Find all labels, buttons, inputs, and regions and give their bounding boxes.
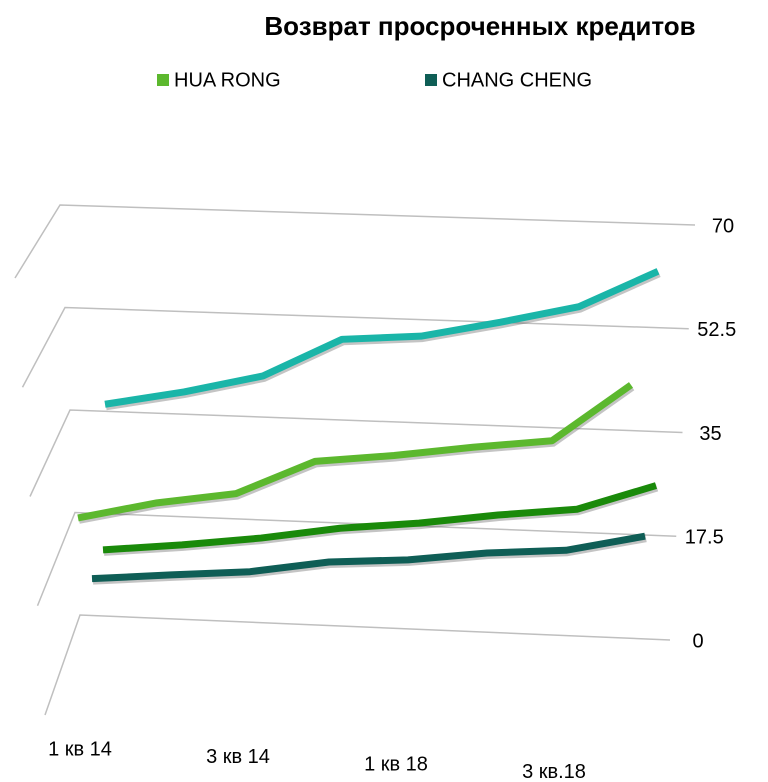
- grid-line: [14, 204, 696, 279]
- grid-line: [29, 409, 683, 497]
- y-tick-label: 52.5: [697, 319, 736, 341]
- x-tick-label: 1 кв 18: [364, 753, 428, 775]
- legend-label: CHANG CHENG: [442, 69, 592, 91]
- chart-title: Возврат просроченных кредитов: [264, 11, 695, 41]
- legend-swatch: [425, 74, 437, 86]
- grid-line: [21, 306, 689, 388]
- series-line: [104, 268, 660, 408]
- legend-swatch: [157, 74, 169, 86]
- legend: HUA RONG CHANG CHENG: [157, 69, 592, 91]
- series-line: [91, 532, 646, 583]
- legend-label: HUA RONG: [174, 69, 281, 91]
- y-tick-label: 17.5: [685, 527, 724, 549]
- x-tick-label: 3 кв 14: [206, 746, 270, 768]
- grid-line: [44, 614, 671, 716]
- y-tick-label: 35: [699, 423, 721, 445]
- series-line: [102, 482, 658, 554]
- x-tick-label: 3 кв.18: [522, 761, 586, 782]
- grid-line: [36, 511, 677, 607]
- y-tick-label: 70: [712, 215, 734, 237]
- x-tick-label: 1 кв 14: [48, 738, 112, 760]
- series-line: [77, 382, 634, 522]
- y-tick-label: 0: [692, 630, 703, 652]
